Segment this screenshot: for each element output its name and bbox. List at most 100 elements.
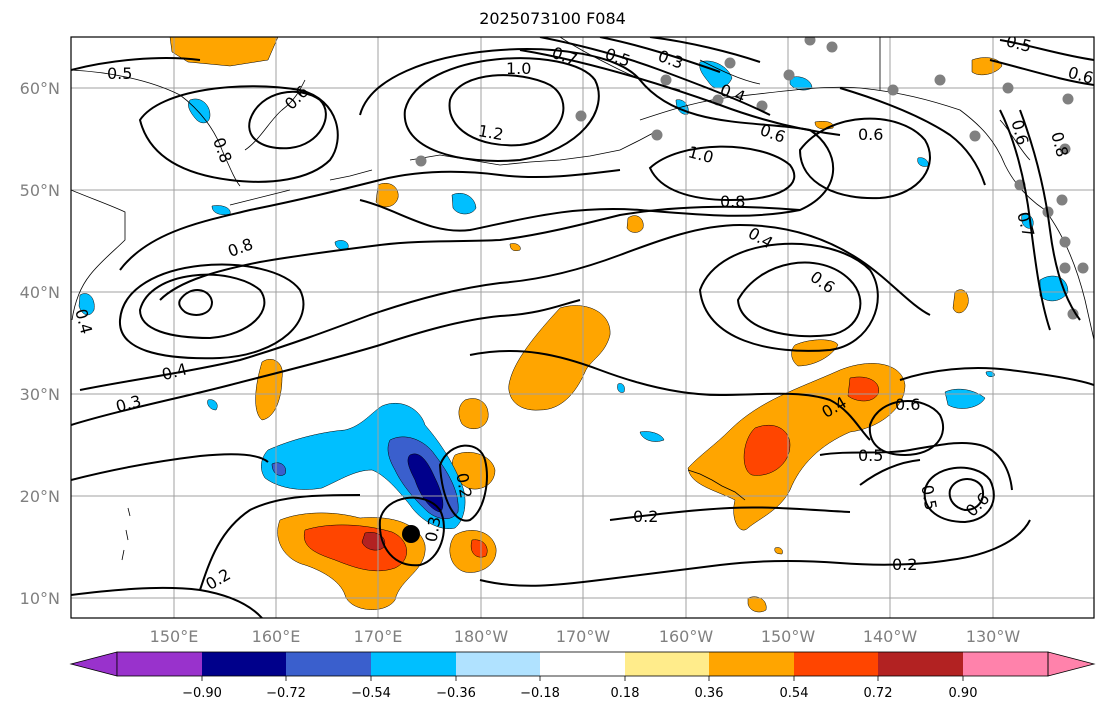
lat-label: 20°N (20, 487, 60, 506)
contour-label: 0.3 (421, 515, 444, 543)
colorbar-segment (878, 652, 963, 676)
contour-label: 0.5 (858, 446, 883, 465)
colorbar-segment (117, 652, 202, 676)
graticule (71, 37, 1094, 618)
mediumblue-blob-small (271, 462, 286, 476)
contour-0.4-lower (469, 350, 871, 441)
blue-blob-small-8 (78, 293, 95, 316)
contour-label: 0.5 (1004, 31, 1034, 56)
contour-label: 1.2 (477, 121, 505, 144)
contour-0.6-ring-se (948, 478, 984, 512)
lon-label: 160°W (659, 627, 714, 646)
contour-label: 0.2 (633, 507, 658, 526)
kamchatka-coast (71, 69, 306, 187)
map-title: 2025073100 F084 (479, 9, 626, 28)
contour-label: 1.0 (506, 59, 531, 78)
contour-1.0-east (648, 145, 796, 202)
storm-center-marker (402, 525, 420, 543)
contour-1.2-ring (448, 74, 565, 147)
lon-label: 130°W (966, 627, 1021, 646)
contour-1.0-ring (403, 57, 600, 162)
lat-label: 60°N (20, 79, 60, 98)
contour-label: 0.5 (107, 64, 132, 83)
lon-label: 150°W (761, 627, 816, 646)
hawaii-islands (687, 469, 746, 501)
blue-blob-small-12 (207, 399, 218, 411)
colorbar-segment (794, 652, 878, 676)
contour-0.8-ne-band (1019, 109, 1081, 321)
colorbar-min-extend (69, 651, 118, 677)
colorbar: −0.90 −0.72 −0.54 −0.36 −0.18 0.18 0.36 … (69, 651, 1096, 701)
colorbar-tick-label: 0.90 (949, 686, 978, 701)
contour-0.5-ring-se (923, 466, 995, 524)
contour-0.7-ne-band (999, 109, 1051, 331)
contour-label: 0.8 (720, 192, 745, 211)
latitude-labels: 60°N 50°N 40°N 30°N 20°N 10°N (20, 79, 60, 608)
colorbar-max-extend (1047, 651, 1096, 677)
colorbar-segment (371, 652, 456, 676)
colorbar-segment (540, 652, 625, 676)
contour-0.3-top (649, 37, 761, 63)
orange-blob-small-3 (952, 289, 969, 314)
blue-blob-small-1 (451, 192, 477, 215)
contour-0.4-band (79, 223, 931, 391)
contour-0.8-north (359, 48, 835, 232)
contour-0.5-nw (71, 57, 201, 71)
orange-blob-small-2 (626, 215, 644, 233)
contour-0.4-west-ring (118, 263, 305, 360)
colorbar-segment (963, 652, 1048, 676)
colorbar-segment (709, 652, 794, 676)
colorbar-tick-label: 0.54 (780, 686, 809, 701)
orange-blob-small-9 (774, 547, 783, 555)
contour-0.6-top (519, 49, 841, 136)
orange-blob-west-mid (458, 398, 489, 430)
contour-label: 0.6 (858, 125, 883, 144)
contour-0.6-ring-east (868, 400, 945, 457)
orange-blob-small-8 (509, 243, 521, 251)
contour-lines (71, 37, 1094, 618)
contour-0.6-northeast-ring (798, 117, 931, 200)
map-border (70, 36, 1095, 619)
blue-blob-small-11 (617, 383, 625, 393)
contour-0.8-nw-ring (248, 90, 327, 150)
contour-0.5-top (599, 37, 721, 73)
lat-label: 50°N (20, 181, 60, 200)
colorbar-tick-label: −0.90 (182, 686, 222, 701)
colorbar-tick-label: −0.54 (351, 686, 391, 701)
colorbar-tick-label: −0.72 (266, 686, 306, 701)
blue-blob-small-3 (639, 431, 665, 442)
longitude-labels: 150°E 160°E 170°E 180°W 170°W 160°W 150°… (150, 627, 1021, 646)
contour-0.2-ring (438, 444, 488, 522)
colorbar-segment (286, 652, 371, 676)
lat-label: 10°N (20, 589, 60, 608)
contour-0.4-east-band (899, 367, 1094, 386)
contour-0.6-low (159, 205, 801, 301)
contour-0.2-mid (479, 519, 1031, 587)
contour-0.5-east (819, 441, 1013, 491)
contour-0.3-ring-sw (378, 496, 445, 567)
contour-0.2-south (71, 586, 263, 618)
contour-0.4-west-lower (71, 453, 269, 481)
lon-label: 170°W (556, 627, 611, 646)
orange-blob-east (687, 363, 906, 531)
lat-label: 40°N (20, 283, 60, 302)
contour-0.5-east-2 (859, 459, 921, 486)
lon-label: 180°W (454, 627, 509, 646)
contour-0.2-south-2 (199, 494, 361, 591)
alaska-inland (699, 37, 1031, 161)
colorbar-tick-label: −0.36 (436, 686, 476, 701)
contour-label: 0.6 (895, 395, 920, 414)
colorbar-tick-label: 0.72 (864, 686, 893, 701)
contour-0.2-mid-2 (609, 506, 851, 521)
contour-0.7-top (539, 37, 771, 116)
contour-0.3-band (71, 299, 581, 426)
contour-label: 0.5 (917, 483, 940, 511)
orange-blob-small-4 (791, 339, 839, 367)
orange-blob-small-1 (375, 182, 399, 208)
contour-0.8-east-top (839, 87, 986, 186)
contour-0.8-west-ring (178, 289, 214, 316)
contour-0.6-west-ring (138, 273, 266, 340)
contour-label: 0.2 (892, 555, 917, 574)
blue-blob-small-2 (334, 240, 349, 250)
